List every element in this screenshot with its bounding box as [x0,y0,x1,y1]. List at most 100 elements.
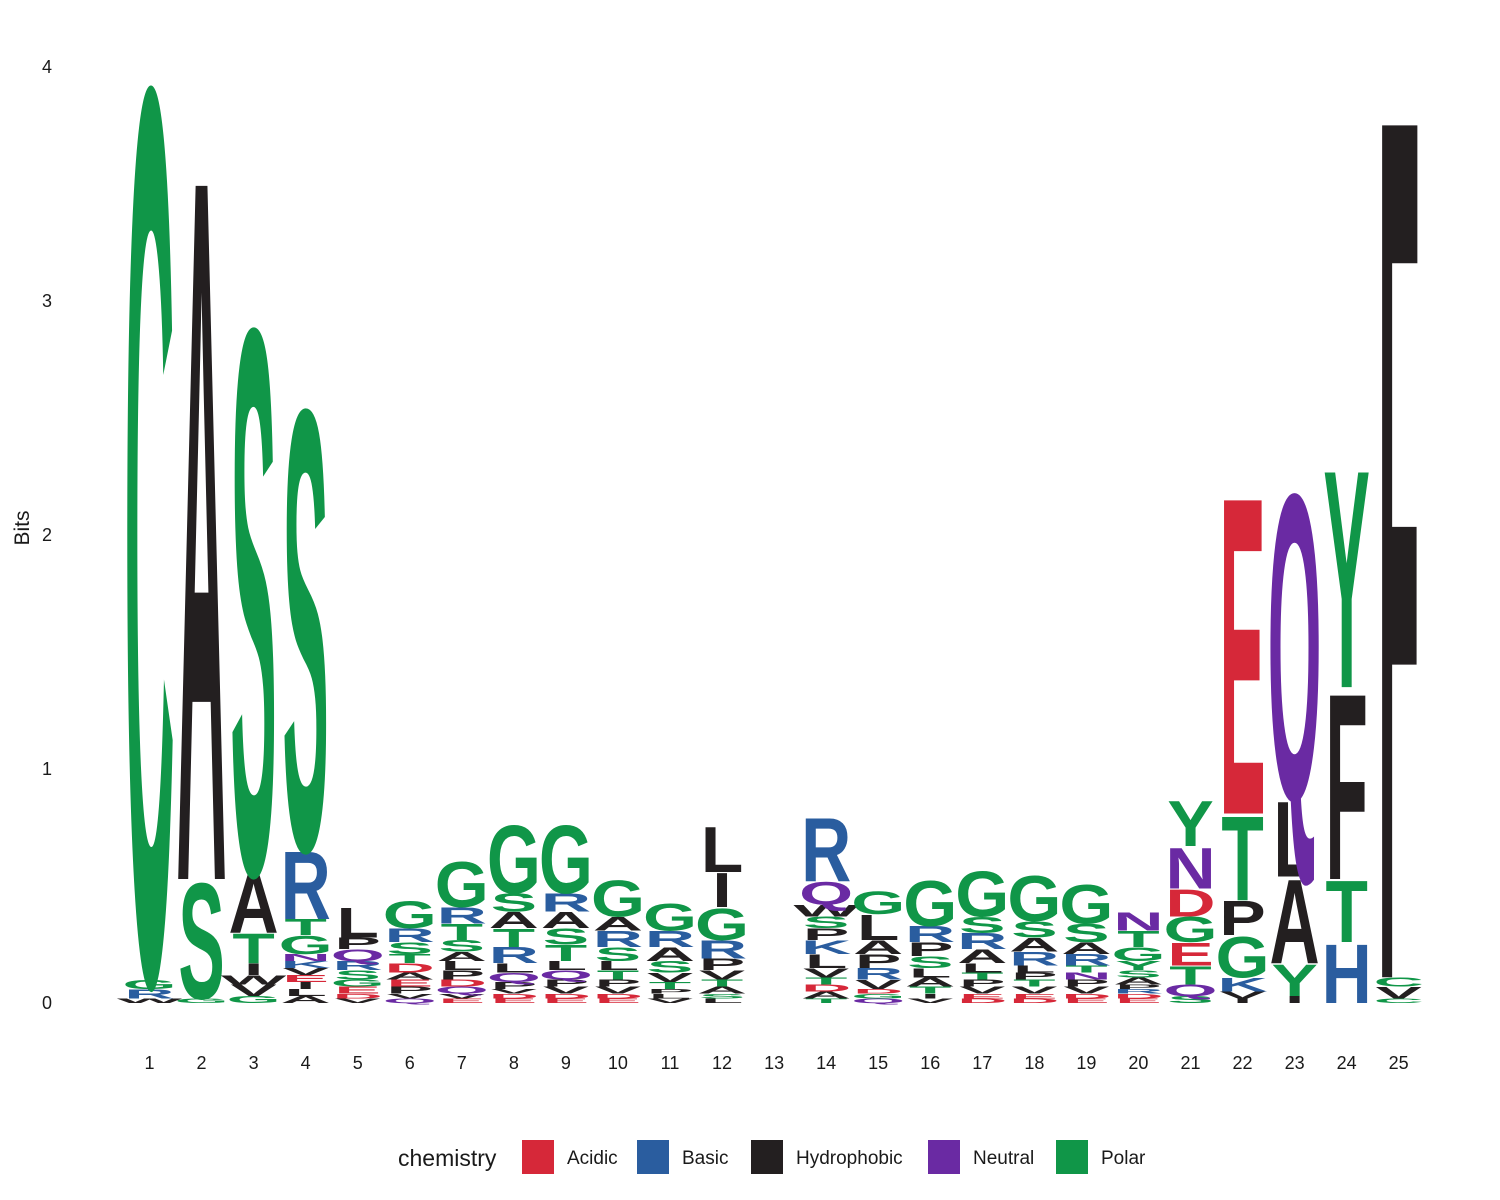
logo-letter: A [697,985,747,996]
legend-swatch [751,1140,783,1174]
logo-letter: V [387,993,433,1000]
x-tick-label: 5 [353,1053,363,1073]
logo-letter: P [439,968,485,983]
logo-letter: E [543,997,589,1004]
logo-letter: L [1013,964,1055,975]
logo-letter: A [1270,854,1320,989]
logo-letter: D [385,961,435,976]
logo-letter: S [595,943,641,965]
logo-letter: Q [1268,403,1322,893]
logo-letter: R [905,921,955,947]
logo-letter: V [647,970,693,985]
logo-letter: D [1009,997,1059,1004]
y-axis: 0 1 2 3 4 [42,57,52,1013]
logo-letter: S [387,939,433,957]
logo-letter: G [123,977,177,992]
logo-letter: P [335,934,381,952]
legend-label: Polar [1101,1148,1146,1169]
logo-letter: K [801,936,851,958]
logo-letter: G [851,885,905,921]
logo-letter: A [1009,934,1059,956]
logo-letter: L [545,959,587,974]
logo-letter: W [793,902,859,920]
logo-letter: A [489,907,539,933]
logo-letter: E [1011,993,1057,1000]
logo-letter: T [284,914,326,940]
logo-letter: I [1233,997,1252,1004]
logo-letter: L [1273,780,1315,900]
x-tick-label: 13 [764,1053,784,1073]
logo-letter: G [539,804,593,913]
x-tick-label: 23 [1285,1053,1305,1073]
logo-letter: E [1219,401,1265,910]
logo-letter: L [649,993,691,1000]
logo-letter: T [441,919,483,945]
logo-letter: S [959,912,1005,938]
logo-letter: G [227,994,281,1005]
logo-letter: P [387,985,433,996]
x-tick-label: 14 [816,1053,836,1073]
y-tick-label: 4 [42,57,52,77]
logo-letter: V [491,988,537,995]
logo-letter: E [439,997,485,1004]
logo-letter: R [385,925,435,947]
logo-letter: V [230,981,277,999]
logo-letter: I [1285,994,1304,1005]
logo-letter: C [1374,997,1424,1004]
logo-letter: S [230,168,276,1039]
logo-letter: L [336,900,378,947]
logo-letter: S [1115,968,1161,979]
logo-letter: E [1115,997,1161,1004]
logo-letter: G [903,868,957,940]
logo-letter: Q [487,970,541,985]
logo-letter: C [124,0,174,1200]
legend-swatch [1056,1140,1088,1174]
x-tick-label: 17 [972,1053,992,1073]
logo-letter: A [1113,975,1163,986]
legend-label: Neutral [973,1148,1034,1169]
logo-letter: Y [1167,788,1213,860]
logo-letter: E [491,997,537,1004]
x-tick-label: 25 [1389,1053,1409,1073]
logo-letter: D [437,978,487,989]
logo-letter: P [803,925,849,943]
logo-letter: P [959,978,1005,989]
logo-letter: P [699,955,745,973]
logo-letter: S [1063,919,1109,948]
y-tick-label: 0 [42,993,52,1013]
logo-letter: P [595,978,641,989]
logo-letter: E [335,985,381,996]
logo-letter: L [284,987,326,998]
logo-letter: H [1322,928,1372,1022]
x-tick-label: 15 [868,1053,888,1073]
logo-letter: C [1374,975,1424,990]
logo-letter: Q [1163,981,1217,999]
logo-letter: T [1065,964,1107,975]
logo-letter: P [855,950,901,972]
logo-letter: V [855,977,901,992]
x-tick-label: 6 [405,1053,415,1073]
logo-letter: L [909,966,951,981]
logo-letter: R [957,928,1007,954]
logo-letter: V [282,966,328,977]
logo-letter: V [439,993,485,1000]
logo-letter: I [296,980,315,991]
logo-letter: K [1217,974,1267,996]
logo-letter: V [1376,983,1423,1001]
logo-letter: G [175,997,229,1004]
logo-letter: E [595,997,641,1004]
logo-letter: P [907,939,953,961]
x-tick-label: 21 [1180,1053,1200,1073]
logo-letter: A [541,907,591,933]
